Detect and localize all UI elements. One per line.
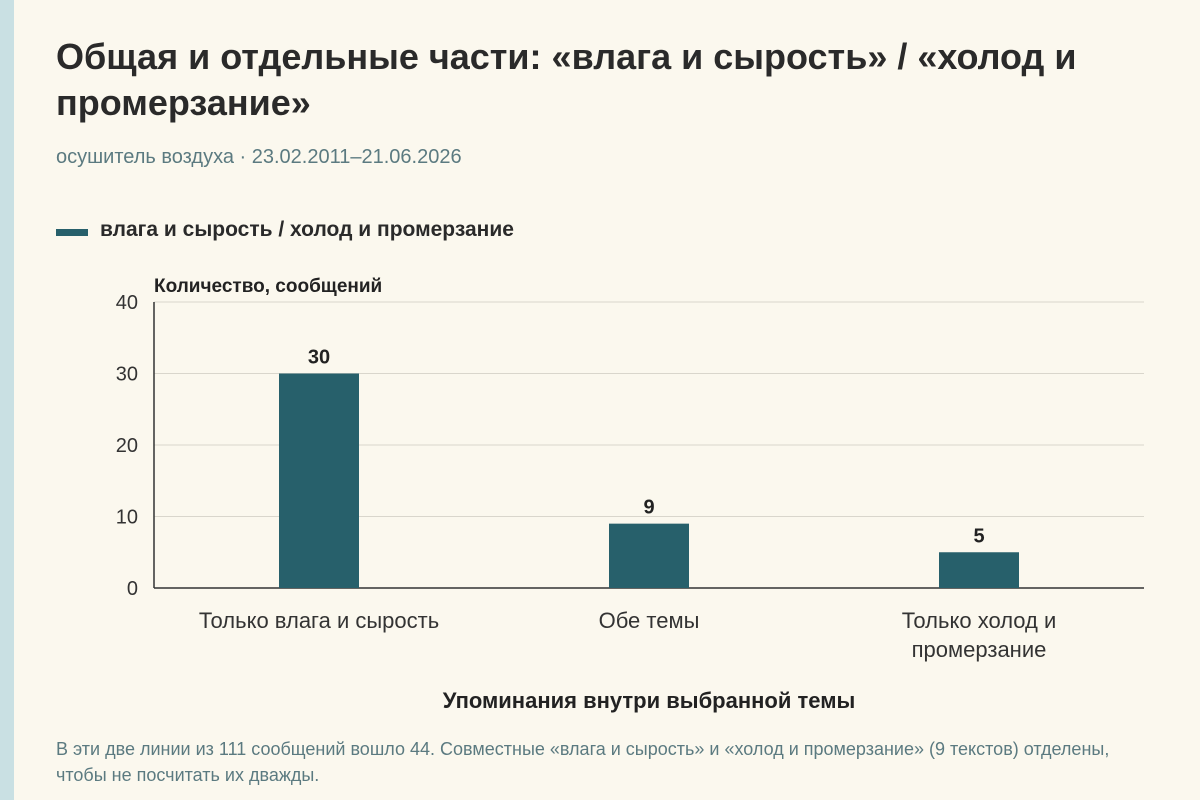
legend-label: влага и сырость / холод и промерзание [100,218,514,241]
bar-value-label: 30 [308,347,330,369]
bar-value-label: 5 [973,525,984,547]
bar [279,373,359,588]
x-tick-label: промерзание [912,637,1047,662]
y-tick-label: 10 [116,507,138,529]
x-axis-label: Упоминания внутри выбранной темы [443,688,856,713]
legend: влага и сырость / холод и промерзание [56,218,514,242]
legend-swatch [56,228,88,236]
bar [939,552,1019,588]
x-tick-label: Только холод и [902,608,1057,633]
y-tick-label: 20 [116,435,138,457]
left-accent-stripe [0,0,14,800]
chart-title: Общая и отдельные части: «влага и сырост… [56,36,1077,123]
chart-subtitle: осушитель воздуха · 23.02.2011–21.06.202… [56,146,462,168]
labels: 0 10 20 30 40 Количество, сообщений 30 Только в… [116,276,1057,713]
footnote: В эти две линии из 111 сообщений вошло 4… [56,739,1110,785]
bar [609,523,689,588]
x-tick-label: Только влага и сырость [199,608,439,633]
bar-value-label: 9 [643,497,654,519]
y-tick-label: 40 [116,292,138,314]
y-tick-label: 0 [127,578,138,600]
x-tick-label: Обе темы [599,608,700,633]
y-tick-label: 30 [116,364,138,386]
bars [279,373,1019,588]
y-axis-label: Количество, сообщений [154,276,382,297]
